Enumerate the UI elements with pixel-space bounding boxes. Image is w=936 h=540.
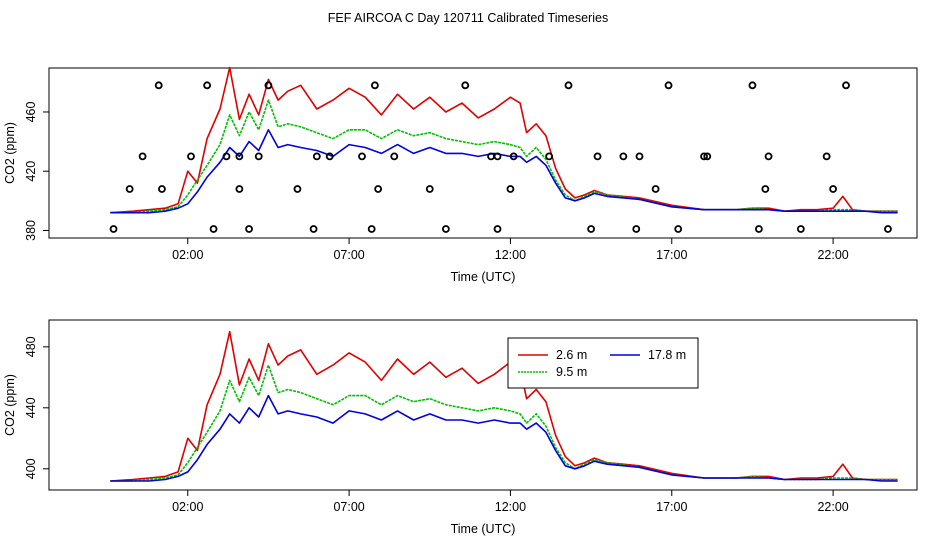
top-marker-point [325, 152, 334, 161]
top-marker-point [493, 225, 502, 233]
top-marker-point [635, 152, 644, 161]
top-marker-point [245, 225, 253, 233]
top-y-tick-label: 460 [24, 102, 38, 123]
top-marker-point [487, 152, 495, 161]
bottom-x-tick-label: 22:00 [817, 500, 848, 514]
top-marker-point [619, 152, 628, 161]
top-marker-point [664, 81, 673, 90]
top-marker-point [764, 152, 773, 161]
top-marker-point [367, 225, 376, 233]
top-marker-point [209, 225, 218, 233]
top-y-tick-label: 420 [24, 161, 38, 182]
top-x-axis: 02:00 07:00 12:00 17:00 22:00 [172, 238, 849, 262]
top-series-line-17-8-m [110, 129, 898, 214]
top-marker-point [203, 81, 212, 90]
bottom-series-line-17-8-m [110, 394, 898, 482]
top-marker-point [493, 152, 502, 161]
top-x-tick-label: 07:00 [333, 248, 364, 262]
top-series-line-2-6-m [110, 66, 898, 214]
top-marker-point [235, 185, 244, 193]
top-marker-point [796, 225, 805, 233]
top-marker-point [358, 152, 366, 161]
top-x-tick-label: 12:00 [495, 248, 526, 262]
top-y-tick-label: 380 [24, 220, 38, 241]
bottom-y-tick-label: 480 [24, 336, 38, 357]
top-markers [109, 81, 892, 233]
top-marker-point [761, 185, 770, 193]
top-plot-frame [48, 67, 918, 239]
top-marker-point [125, 185, 134, 193]
top-marker-point [700, 152, 708, 161]
top-marker-point [441, 225, 450, 233]
bottom-series [110, 330, 898, 482]
top-marker-point [158, 185, 166, 193]
bottom-x-tick-label: 17:00 [656, 500, 687, 514]
figure-title: FEF AIRCOA C Day 120711 Calibrated Times… [328, 11, 608, 25]
bottom-panel: 02:00 07:00 12:00 17:00 22:00 400 440 480 Time… [3, 319, 918, 536]
bottom-y-tick-label: 440 [24, 397, 38, 418]
legend-box [507, 337, 699, 389]
top-marker-point [545, 152, 554, 161]
top-marker-point [425, 185, 434, 193]
top-marker-point [374, 185, 383, 193]
bottom-y-label: CO2 (ppm) [3, 374, 17, 436]
top-marker-point [842, 81, 850, 90]
top-series [110, 66, 898, 214]
legend-label-17-8m: 17.8 m [648, 348, 686, 362]
top-marker-point [822, 152, 831, 161]
top-marker-point [371, 81, 379, 90]
top-marker-point [461, 81, 470, 90]
top-marker-point [254, 152, 263, 161]
bottom-x-axis: 02:00 07:00 12:00 17:00 22:00 [172, 490, 849, 514]
top-y-axis: 380 420 460 [24, 102, 49, 241]
top-x-tick-label: 22:00 [817, 248, 848, 262]
bottom-x-tick-label: 02:00 [172, 500, 203, 514]
top-marker-point [506, 185, 515, 193]
top-panel: 02:00 07:00 12:00 17:00 22:00 380 420 460 Time… [3, 66, 918, 284]
bottom-series-line-2-6-m [110, 330, 898, 482]
top-marker-point [748, 81, 757, 90]
bottom-plot-frame [48, 319, 918, 491]
legend-label-9-5m: 9.5 m [556, 365, 587, 379]
top-marker-point [390, 152, 399, 161]
top-marker-point [222, 152, 231, 161]
top-marker-point [309, 225, 318, 233]
bottom-x-tick-label: 12:00 [495, 500, 526, 514]
bottom-x-label: Time (UTC) [451, 522, 516, 536]
top-marker-point [154, 81, 163, 90]
top-x-tick-label: 17:00 [656, 248, 687, 262]
top-marker-point [651, 185, 660, 193]
top-series-line-9-5-m [110, 99, 898, 214]
top-marker-point [884, 225, 892, 233]
top-marker-point [235, 152, 244, 161]
top-marker-point [187, 152, 195, 161]
top-marker-point [632, 225, 641, 233]
top-marker-point [564, 81, 573, 90]
top-marker-point [587, 225, 595, 233]
top-marker-point [674, 225, 683, 233]
top-marker-point [109, 225, 118, 233]
bottom-series-line-9-5-m [110, 364, 898, 482]
top-marker-point [312, 152, 321, 161]
top-marker-point [264, 81, 273, 90]
top-x-label: Time (UTC) [451, 270, 516, 284]
bottom-y-axis: 400 440 480 [24, 336, 49, 479]
top-x-tick-label: 02:00 [172, 248, 203, 262]
top-marker-point [829, 185, 838, 193]
top-marker-point [703, 152, 712, 161]
legend: 2.6 m 17.8 m 9.5 m [507, 337, 699, 389]
top-marker-point [754, 225, 763, 233]
top-marker-point [509, 152, 518, 161]
bottom-y-tick-label: 400 [24, 458, 38, 479]
top-marker-point [593, 152, 602, 161]
top-marker-point [138, 152, 147, 161]
bottom-x-tick-label: 07:00 [333, 500, 364, 514]
legend-label-2-6m: 2.6 m [556, 348, 587, 362]
top-y-label: CO2 (ppm) [3, 122, 17, 184]
top-marker-point [293, 185, 302, 193]
